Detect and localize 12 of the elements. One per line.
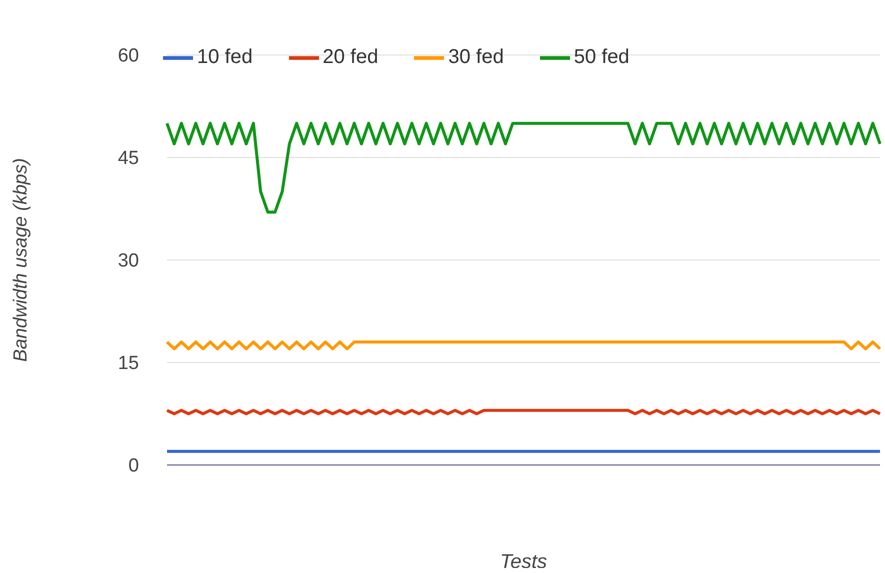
x-axis-title: Tests (500, 551, 548, 573)
legend-label: 30 fed (448, 46, 504, 68)
line-series (166, 122, 882, 214)
legend-label: 50 fed (574, 46, 630, 68)
legend-label: 20 fed (322, 46, 378, 68)
legend-label: 10 fed (197, 46, 253, 68)
y-tick-label: 15 (118, 353, 139, 374)
y-tick-label: 45 (118, 148, 139, 170)
y-tick-label: 0 (128, 456, 139, 477)
y-tick-label: 60 (118, 46, 139, 67)
y-axis-title: Bandwidth usage (kbps) (10, 158, 32, 362)
y-tick-label: 30 (118, 250, 139, 272)
